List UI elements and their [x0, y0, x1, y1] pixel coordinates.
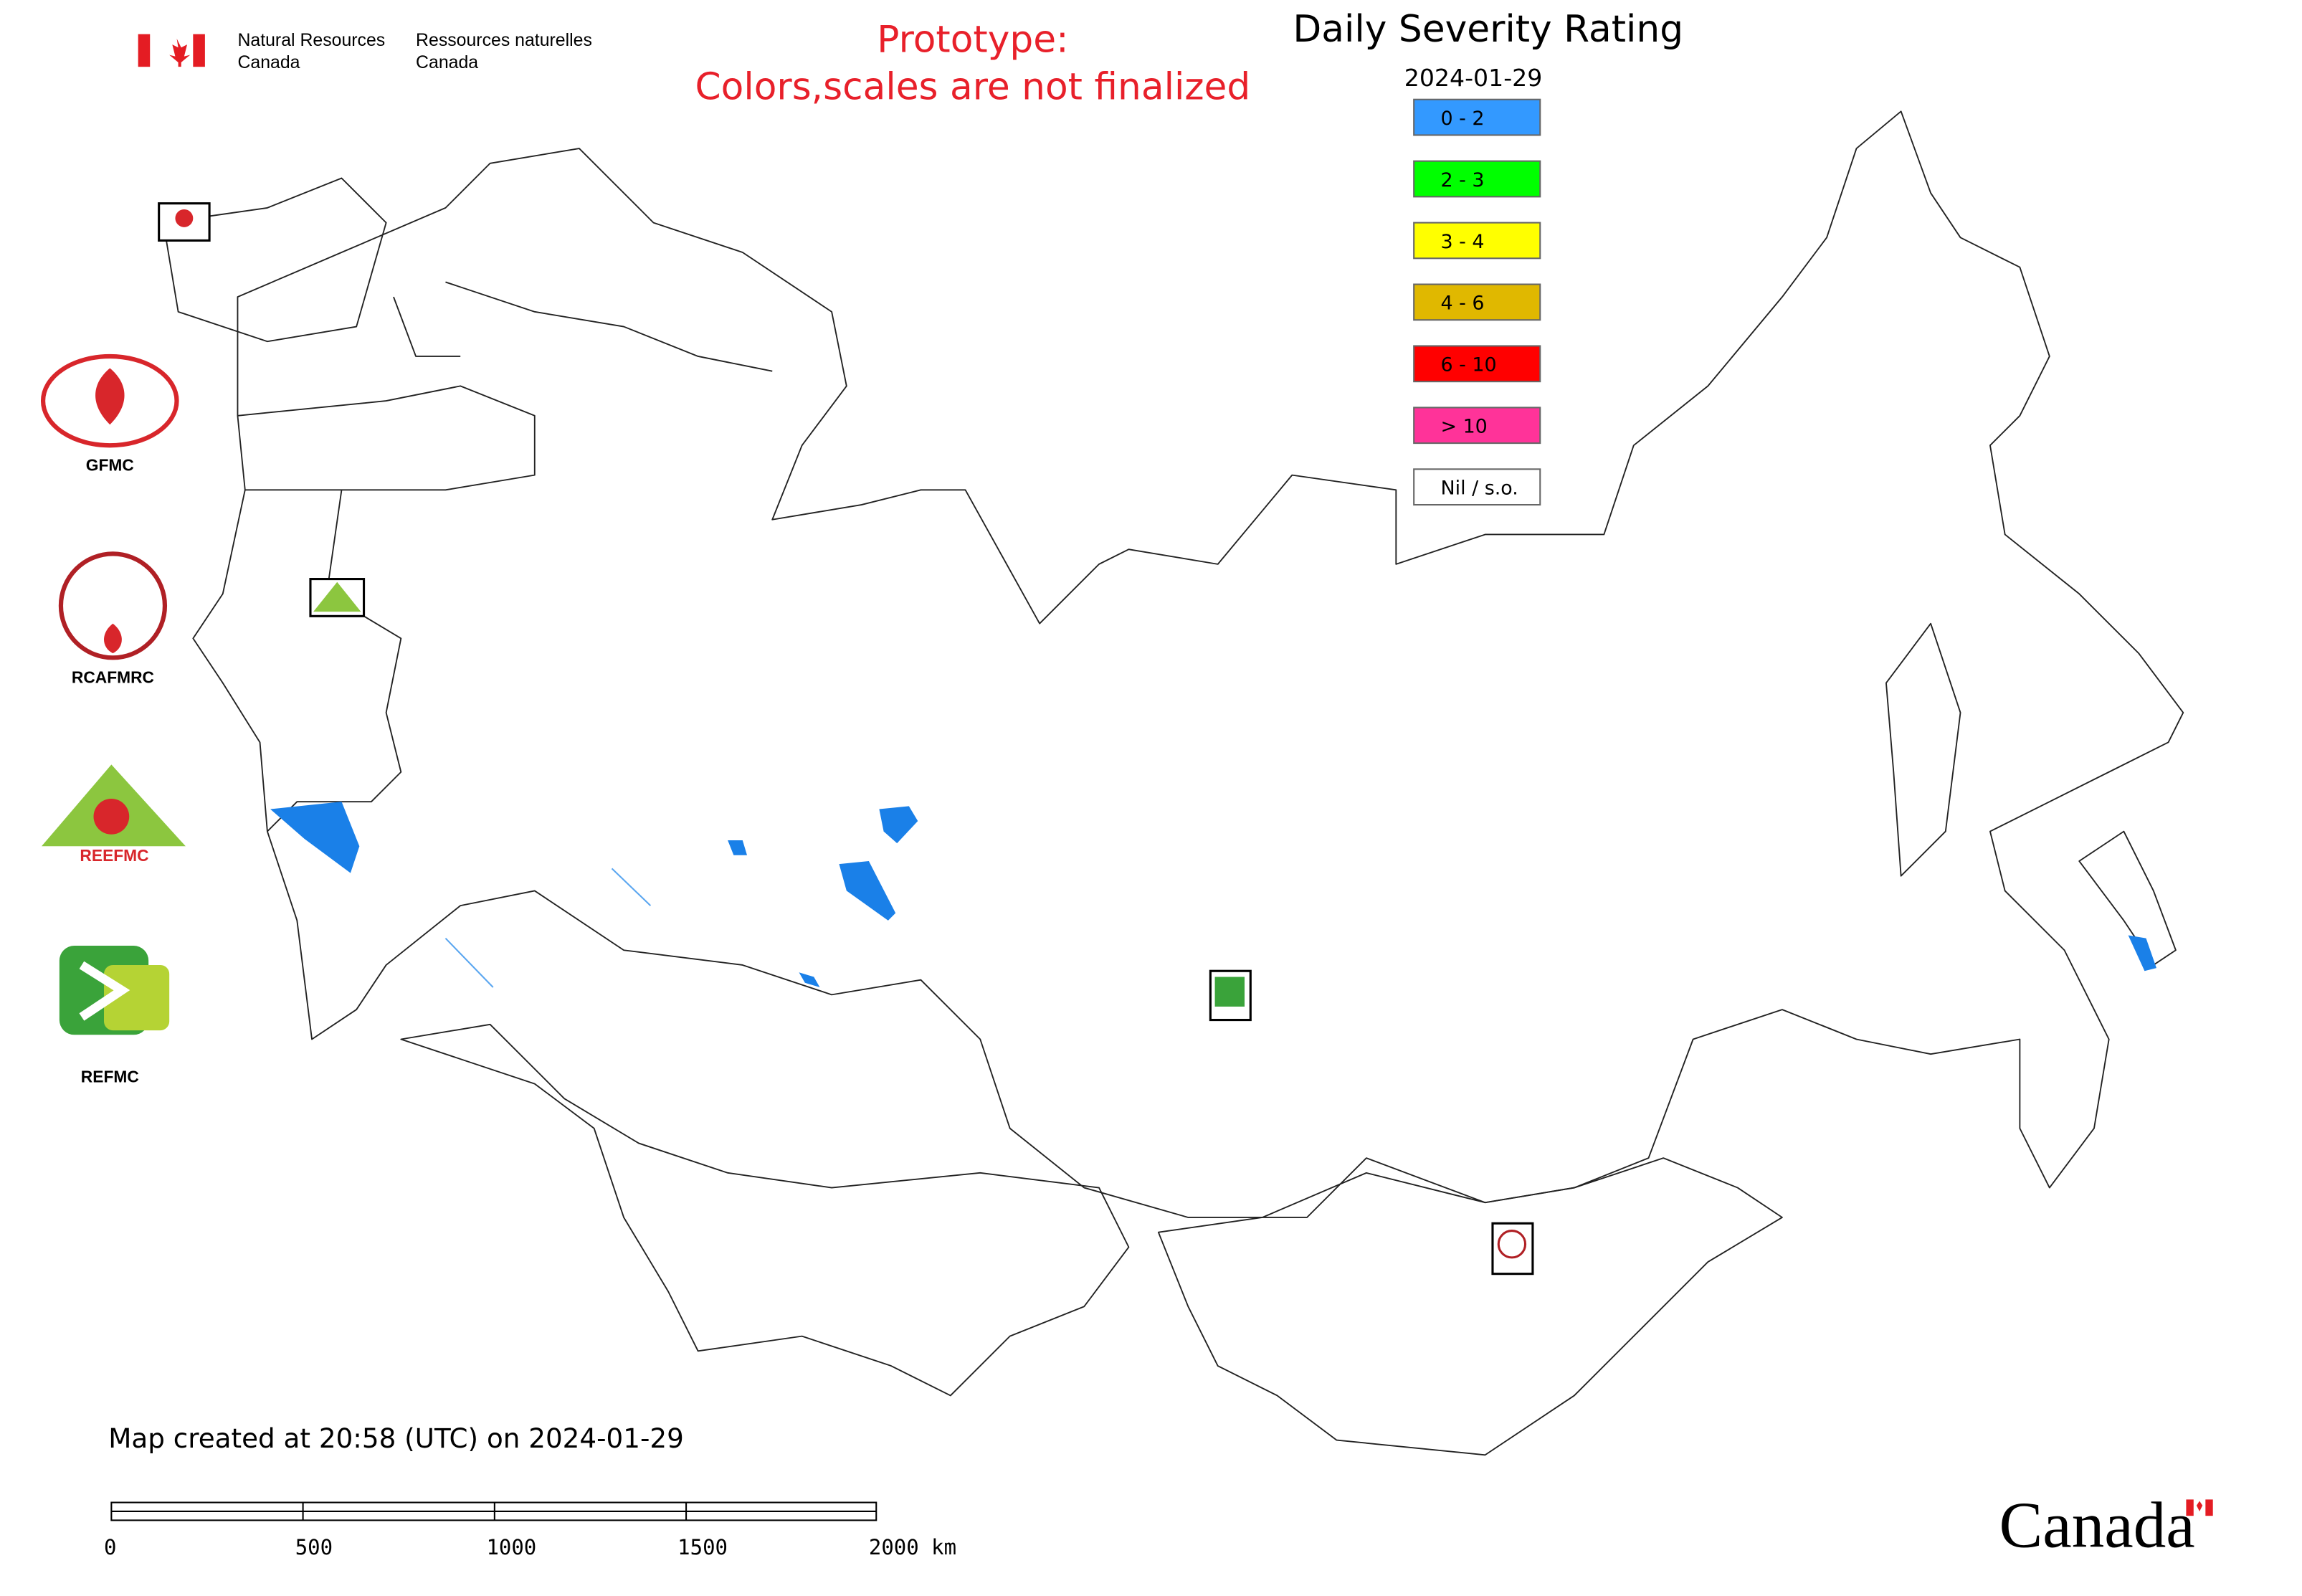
agency-fr-line2: Canada [416, 53, 478, 72]
severity-patches [270, 802, 2156, 988]
prototype-notice: Prototype: [877, 18, 1068, 61]
wordmark: Canada [1999, 1489, 2194, 1562]
logo-label: REFMC [81, 1068, 139, 1086]
legend-label: 6 - 10 [1440, 354, 1496, 376]
logos: GFMC RCAFMRC REEFMC REFMC [40, 202, 1534, 1276]
agency-en-line2: Canada [237, 53, 300, 72]
logo-label: GFMC [86, 455, 134, 474]
legend-label: Nil / s.o. [1440, 478, 1518, 500]
agency-fr-line1: Ressources naturelles [416, 31, 592, 50]
legend: Daily Severity Rating 2024-01-29 0 - 2 2 … [1293, 8, 1683, 506]
logo-label: RCAFMRC [72, 668, 154, 687]
scale-label: 0 [104, 1535, 116, 1559]
scale-bar: 0 500 1000 1500 2000 km [104, 1501, 956, 1559]
legend-swatch [1413, 345, 1541, 383]
legend-swatch [1413, 468, 1541, 506]
prototype-notice: Colors,scales are not finalized [695, 66, 1251, 109]
legend-date: 2024-01-29 [1404, 64, 1543, 92]
legend-label: 2 - 3 [1440, 169, 1484, 191]
legend-label: > 10 [1440, 416, 1487, 438]
created-note: Map created at 20:58 (UTC) on 2024-01-29 [108, 1422, 684, 1454]
legend-label: 0 - 2 [1440, 108, 1484, 130]
legend-swatch [1413, 283, 1541, 321]
scale-label: 1000 [486, 1535, 536, 1559]
scale-label: 2000 km [869, 1535, 956, 1559]
legend-title: Daily Severity Rating [1293, 8, 1683, 51]
agency-en-line1: Natural Resources [237, 31, 385, 50]
legend-label: 3 - 4 [1440, 231, 1484, 253]
scale-label: 500 [295, 1535, 333, 1559]
legend-label: 4 - 6 [1440, 293, 1484, 315]
country-borders [162, 110, 2184, 1456]
agency-signature: Natural Resources Canada Ressources natu… [138, 31, 592, 72]
legend-swatch [1413, 407, 1541, 445]
canada-wordmark: Canada [1999, 1489, 2213, 1562]
legend-swatch [1413, 98, 1541, 136]
scale-label: 1500 [677, 1535, 728, 1559]
legend-swatch [1413, 160, 1541, 198]
logo-text: REEFMC [80, 846, 148, 865]
legend-swatch [1413, 222, 1541, 260]
